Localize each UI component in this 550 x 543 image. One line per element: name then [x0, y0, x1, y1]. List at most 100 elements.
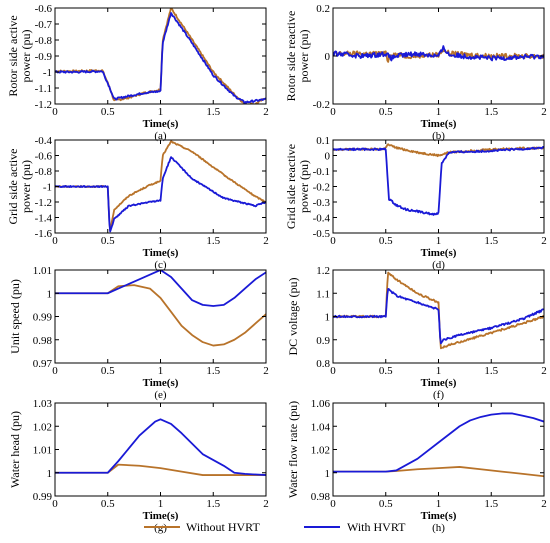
legend-label-without-hvrt: Without HVRT	[186, 520, 260, 534]
x-tick-label: 0	[52, 106, 58, 118]
x-axis-label: Time(s)	[421, 118, 457, 130]
x-tick-label: 1	[436, 498, 442, 510]
x-tick-label: 1.5	[484, 365, 498, 377]
x-tick-label: 2	[541, 235, 547, 247]
series-group	[55, 8, 266, 104]
y-tick-label: 0.97	[33, 358, 53, 370]
y-tick-label: -1.2	[35, 197, 52, 209]
subplot-caption: (h)	[432, 522, 445, 534]
x-tick-label: 1.5	[206, 235, 220, 247]
series-group	[55, 418, 266, 476]
subplot-grid: 0 0.5 1 1.5 2 -1.2 -1.1 -1 -0.9 -0.8 -0.7 -0.6 Time(…	[6, 3, 547, 534]
subplot-caption: (a)	[154, 130, 167, 142]
y-axis-label: power (pu)	[297, 160, 311, 213]
plot-frame	[54, 269, 267, 364]
series-line-with-hvrt	[55, 12, 266, 104]
x-axis-label: Time(s)	[143, 377, 179, 389]
x-tick-label: 0.5	[379, 106, 393, 118]
x-axis-label: Time(s)	[143, 118, 179, 130]
y-tick-label: -1.2	[35, 99, 52, 111]
series-line-with-hvrt	[333, 45, 544, 62]
subplot-g: 00.511.520.9911.011.021.03Time(s)(g)Wate…	[8, 398, 269, 534]
series-group	[333, 143, 544, 216]
x-tick-label: 1.5	[206, 365, 220, 377]
x-tick-label: 0	[52, 365, 58, 377]
y-tick-label: -0.1	[313, 166, 330, 178]
x-tick-label: 0.5	[379, 365, 393, 377]
y-tick-label: 1.06	[311, 398, 331, 410]
y-axis-label: power (pu)	[19, 160, 33, 213]
x-axis-label: Time(s)	[143, 247, 179, 259]
subplot-d: 0 0.5 1 1.5 2 -0.5 -0.4 -0.3 -0.2 -0.1 0 0.1 Time(s)…	[284, 135, 547, 271]
y-tick-label: 1.1	[316, 288, 330, 300]
subplot-caption: (c)	[154, 259, 167, 271]
y-tick-label: 0.1	[316, 135, 330, 147]
subplot-c: 0 0.5 1 1.5 2 -1.6 -1.4 -1.2 -1 -0.8 -0.6 -0.4 Time(…	[6, 135, 269, 271]
x-tick-label: 2	[263, 365, 269, 377]
y-axis-label: Grid side reactive	[284, 144, 298, 229]
series-line-with-hvrt	[55, 418, 266, 476]
x-axis-label: Time(s)	[421, 247, 457, 259]
x-tick-label: 2	[263, 235, 269, 247]
x-tick-label: 2	[541, 365, 547, 377]
x-tick-label: 0	[330, 498, 336, 510]
y-tick-label: -0.7	[35, 19, 53, 31]
series-group	[55, 270, 266, 347]
y-axis-label: Grid side active	[6, 149, 20, 225]
y-tick-label: 1.02	[33, 421, 52, 433]
y-tick-label: 0.98	[311, 491, 331, 503]
subplot-e: 0 0.5 1 1.5 2 0.97 0.98 0.99 1 1.01 Time(s)(e) Unit…	[8, 265, 269, 401]
x-tick-label: 2	[541, 106, 547, 118]
y-tick-label: 0	[325, 51, 331, 63]
subplot-a: 0 0.5 1 1.5 2 -1.2 -1.1 -1 -0.9 -0.8 -0.7 -0.6 Time(…	[6, 3, 269, 142]
x-tick-label: 0.5	[101, 498, 115, 510]
legend: Without HVRT With HVRT	[144, 520, 406, 534]
subplot-f: 0 0.5 1 1.5 2 0.8 0.9 1 1.1 1.2 Time(s)(f) DC volta…	[286, 265, 547, 401]
x-tick-label: 1	[436, 365, 442, 377]
series-line-with-hvrt	[333, 287, 544, 345]
series-line-without-hvrt	[55, 284, 266, 347]
x-tick-label: 0	[52, 235, 58, 247]
y-axis-label: power (pu)	[19, 30, 33, 83]
y-tick-label: -1.6	[35, 228, 53, 240]
x-tick-label: 0	[330, 365, 336, 377]
series-group	[333, 271, 544, 350]
y-tick-label: -0.2	[313, 182, 330, 194]
x-tick-label: 1	[158, 106, 164, 118]
x-tick-label: 1	[436, 235, 442, 247]
x-tick-label: 0.5	[101, 235, 115, 247]
subplot-caption: (b)	[432, 130, 445, 142]
y-tick-label: 1.01	[33, 265, 52, 277]
y-tick-label: -0.8	[35, 35, 53, 47]
y-tick-label: -0.8	[35, 166, 53, 178]
y-tick-label: -0.2	[313, 99, 330, 111]
y-axis-label: Rotor side reactive	[284, 11, 298, 102]
x-tick-label: 2	[541, 498, 547, 510]
x-tick-label: 1.5	[484, 235, 498, 247]
series-group	[333, 412, 544, 478]
x-tick-label: 0.5	[379, 235, 393, 247]
y-tick-label: -0.3	[313, 197, 331, 209]
y-tick-label: -1.4	[35, 213, 53, 225]
x-tick-label: 1.5	[484, 106, 498, 118]
x-tick-label: 0	[330, 106, 336, 118]
y-tick-label: 1	[325, 312, 331, 324]
y-tick-label: 1.02	[311, 445, 330, 457]
subplot-caption: (f)	[433, 389, 444, 401]
y-tick-label: 1.2	[316, 265, 330, 277]
y-tick-label: -0.4	[313, 213, 331, 225]
y-tick-label: 1	[47, 288, 53, 300]
x-axis-label: Time(s)	[421, 377, 457, 389]
series-line-with-hvrt	[55, 270, 266, 307]
y-tick-label: -0.9	[35, 51, 53, 63]
y-axis-label: Unit speed (pu)	[8, 279, 22, 354]
y-tick-label: 1.03	[33, 398, 53, 410]
x-tick-label: 1	[158, 235, 164, 247]
y-axis-label: Rotor side active	[6, 15, 20, 96]
plot-frame	[332, 402, 545, 497]
y-tick-label: -1.1	[35, 83, 52, 95]
x-tick-label: 1.5	[206, 106, 220, 118]
x-tick-label: 2	[263, 106, 269, 118]
subplot-h: 0 0.5 1 1.5 2 0.98 1 1.02 1.04 1.06 Time(s)(h) Wate…	[286, 398, 547, 534]
